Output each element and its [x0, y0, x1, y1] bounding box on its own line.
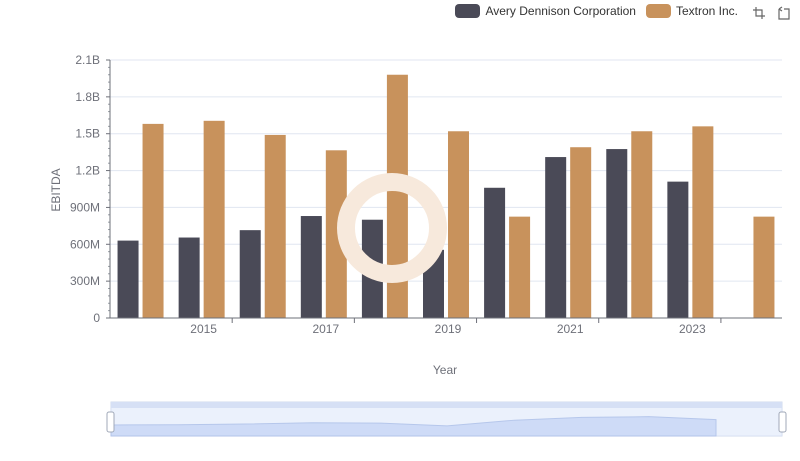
- x-tick-label: 2017: [312, 322, 339, 336]
- bar-textron-2018[interactable]: [386, 74, 408, 318]
- bar-avery-dennison-2022[interactable]: [606, 149, 628, 318]
- y-tick-label: 1.2B: [75, 164, 100, 178]
- bar-avery-dennison-2015[interactable]: [178, 237, 200, 318]
- x-tick-label: 2019: [435, 322, 462, 336]
- legend-swatch-avery-dennison: [455, 4, 481, 18]
- watermark-ring: [337, 173, 447, 283]
- watermark-logo: [337, 173, 447, 283]
- zoom-icon[interactable]: [752, 6, 766, 20]
- zoom-shadow-series: [110, 416, 717, 437]
- bar-textron-2017[interactable]: [325, 150, 347, 318]
- x-tick-label: 2023: [679, 322, 706, 336]
- x-axis-label: Year: [433, 363, 457, 377]
- bar-avery-dennison-2014[interactable]: [117, 240, 139, 318]
- restore-icon[interactable]: [776, 6, 790, 20]
- x-tick-label: 2021: [557, 322, 584, 336]
- zoom-handle-right[interactable]: [778, 411, 787, 433]
- zoom-move-bar[interactable]: [111, 402, 782, 408]
- bar-avery-dennison-2016[interactable]: [239, 230, 261, 318]
- y-tick-label: 900M: [70, 200, 100, 214]
- zoom-handle-left[interactable]: [106, 411, 115, 433]
- bar-textron-2020[interactable]: [509, 216, 531, 318]
- bar-avery-dennison-2020[interactable]: [484, 187, 506, 318]
- y-tick-label: 1.5B: [75, 127, 100, 141]
- bar-textron-2024[interactable]: [753, 216, 775, 318]
- y-tick-label: 1.8B: [75, 90, 100, 104]
- y-tick-label: 300M: [70, 274, 100, 288]
- y-tick-label: 600M: [70, 237, 100, 251]
- bar-textron-2022[interactable]: [631, 131, 653, 318]
- bar-textron-2019[interactable]: [448, 131, 469, 318]
- bar-textron-2021[interactable]: [570, 147, 592, 318]
- legend-item-avery-dennison[interactable]: Avery Dennison Corporation: [455, 4, 636, 18]
- data-zoom-slider[interactable]: [106, 401, 787, 437]
- toolbox: [752, 6, 790, 20]
- y-tick-label: 0: [93, 311, 100, 325]
- legend: Avery Dennison Corporation Textron Inc.: [455, 4, 738, 18]
- y-axis-label: EBITDA: [49, 168, 63, 211]
- legend-item-textron[interactable]: Textron Inc.: [645, 4, 738, 18]
- bar-textron-2015[interactable]: [203, 120, 225, 318]
- bar-textron-2014[interactable]: [142, 123, 164, 318]
- bar-avery-dennison-2021[interactable]: [545, 157, 567, 318]
- x-axis: 2015 2017 2019 2021 2023: [110, 317, 782, 336]
- y-axis: 0 300M 600M 900M 1.2B 1.5B 1.8B 2.1B: [70, 53, 111, 325]
- bar-textron-2016[interactable]: [264, 134, 286, 318]
- y-tick-label: 2.1B: [75, 53, 100, 67]
- bar-avery-dennison-2023[interactable]: [667, 181, 689, 318]
- legend-label-textron: Textron Inc.: [675, 4, 738, 18]
- bar-avery-dennison-2017[interactable]: [300, 216, 322, 318]
- bar-textron-2023[interactable]: [692, 126, 714, 318]
- legend-label-avery-dennison: Avery Dennison Corporation: [485, 4, 636, 18]
- legend-swatch-textron: [645, 4, 671, 18]
- x-tick-label: 2015: [190, 322, 217, 336]
